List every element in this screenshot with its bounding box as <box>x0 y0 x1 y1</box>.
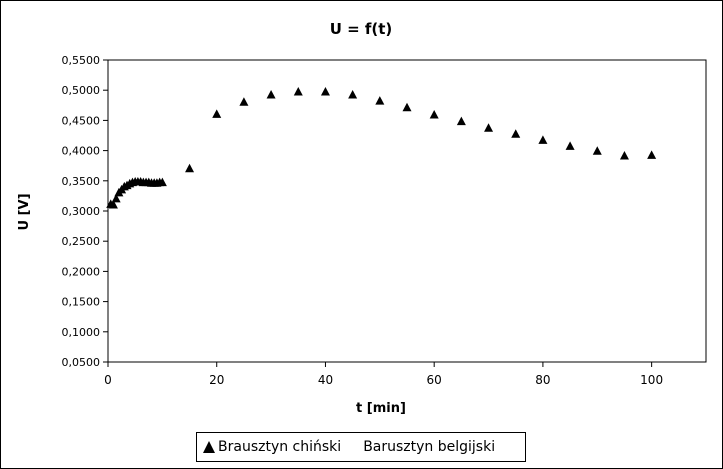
y-tick-label: 0,4000 <box>62 145 101 158</box>
data-point <box>108 199 118 209</box>
data-point <box>456 116 466 126</box>
y-tick-label: 0,3000 <box>62 205 101 218</box>
data-point <box>348 90 358 99</box>
x-axis: 0 20 40 60 80 100 <box>104 362 663 387</box>
data-point <box>266 90 276 99</box>
y-tick-label: 0,5500 <box>62 54 101 67</box>
legend-entry-brausztyn-chinski: Brausztyn chiński <box>197 439 341 455</box>
data-point <box>111 193 121 203</box>
triangle-marker-icon <box>203 441 215 453</box>
y-axis-label: U [V] <box>17 193 32 230</box>
data-point <box>647 150 657 159</box>
data-point <box>239 97 249 106</box>
legend-label-brausztyn-chinski: Brausztyn chiński <box>218 439 342 455</box>
y-tick-label: 0,3500 <box>62 175 101 188</box>
x-tick-label: 20 <box>209 373 224 387</box>
legend-label-barusztyn-belgijski: Barusztyn belgijski <box>363 439 496 455</box>
x-tick-label: 0 <box>104 373 112 387</box>
data-point <box>212 109 222 118</box>
data-point <box>320 87 330 96</box>
y-tick-label: 0,2000 <box>62 265 101 278</box>
x-tick-label: 100 <box>640 373 663 387</box>
data-point <box>402 102 412 112</box>
x-tick-label: 40 <box>318 373 333 387</box>
data-point <box>185 163 195 173</box>
series-brausztyn-chinski <box>106 87 657 209</box>
data-point <box>538 135 548 144</box>
x-axis-label: t [min] <box>356 401 406 416</box>
data-point <box>157 177 167 187</box>
y-tick-label: 0,4500 <box>62 114 101 127</box>
y-axis: 0,0500 0,1000 0,1500 0,2000 0,2500 0,3000 0,35… <box>62 54 108 369</box>
y-tick-label: 0,5000 <box>62 84 101 97</box>
y-tick-label: 0,1000 <box>62 326 101 339</box>
data-point <box>511 129 521 138</box>
data-point <box>592 146 602 155</box>
data-point <box>429 109 439 119</box>
x-tick-label: 60 <box>427 373 442 387</box>
chart-title: U = f(t) <box>330 20 393 38</box>
data-point <box>619 151 629 160</box>
x-tick-label: 80 <box>535 373 550 387</box>
data-point <box>484 123 494 132</box>
y-tick-label: 0,0500 <box>62 356 101 369</box>
data-point <box>375 96 385 105</box>
legend-entry-barusztyn-belgijski: Barusztyn belgijski <box>355 439 495 455</box>
data-point <box>293 87 303 96</box>
data-point <box>565 141 575 150</box>
y-tick-label: 0,2500 <box>62 235 101 248</box>
y-tick-label: 0,1500 <box>62 296 101 309</box>
legend: Brausztyn chiński Barusztyn belgijski <box>196 432 526 462</box>
